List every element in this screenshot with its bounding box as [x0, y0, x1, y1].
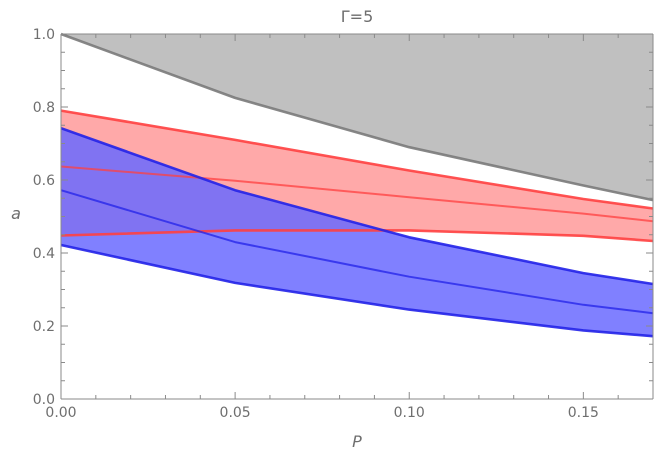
series-1-lower-line — [60, 229, 654, 243]
x-tick-label: 0.05 — [220, 405, 251, 421]
series-2-lower-line — [60, 243, 654, 338]
band-area-0 — [61, 34, 653, 201]
band-area-2 — [61, 128, 653, 337]
x-axis-label: P — [352, 432, 362, 451]
x-tick-label: 0.15 — [568, 405, 599, 421]
y-tick-label: 0.4 — [33, 246, 55, 262]
lines-layer — [60, 32, 654, 338]
series-0-lower-line — [60, 32, 654, 202]
y-axis-label: a — [11, 204, 21, 223]
x-tick-label: 0.00 — [45, 405, 76, 421]
ticks-layer: 0.00 0.05 0.10 0.15 0.0 0.2 0.4 0.6 0.8 1.0 — [33, 27, 653, 421]
y-tick-label: 0.6 — [33, 173, 55, 189]
series-1-upper-line — [60, 109, 654, 210]
series-1-middle-line — [60, 165, 654, 223]
series-2-upper-line — [60, 126, 654, 286]
x-tick-label: 0.10 — [394, 405, 425, 421]
bands-layer — [61, 34, 653, 337]
y-tick-label: 0.2 — [33, 319, 55, 335]
series-2-middle-line — [60, 189, 654, 315]
y-tick-label: 0.8 — [33, 100, 55, 116]
y-tick-label: 0.0 — [33, 392, 55, 408]
chart-title: Γ=5 — [341, 7, 374, 26]
y-tick-label: 1.0 — [33, 27, 55, 43]
